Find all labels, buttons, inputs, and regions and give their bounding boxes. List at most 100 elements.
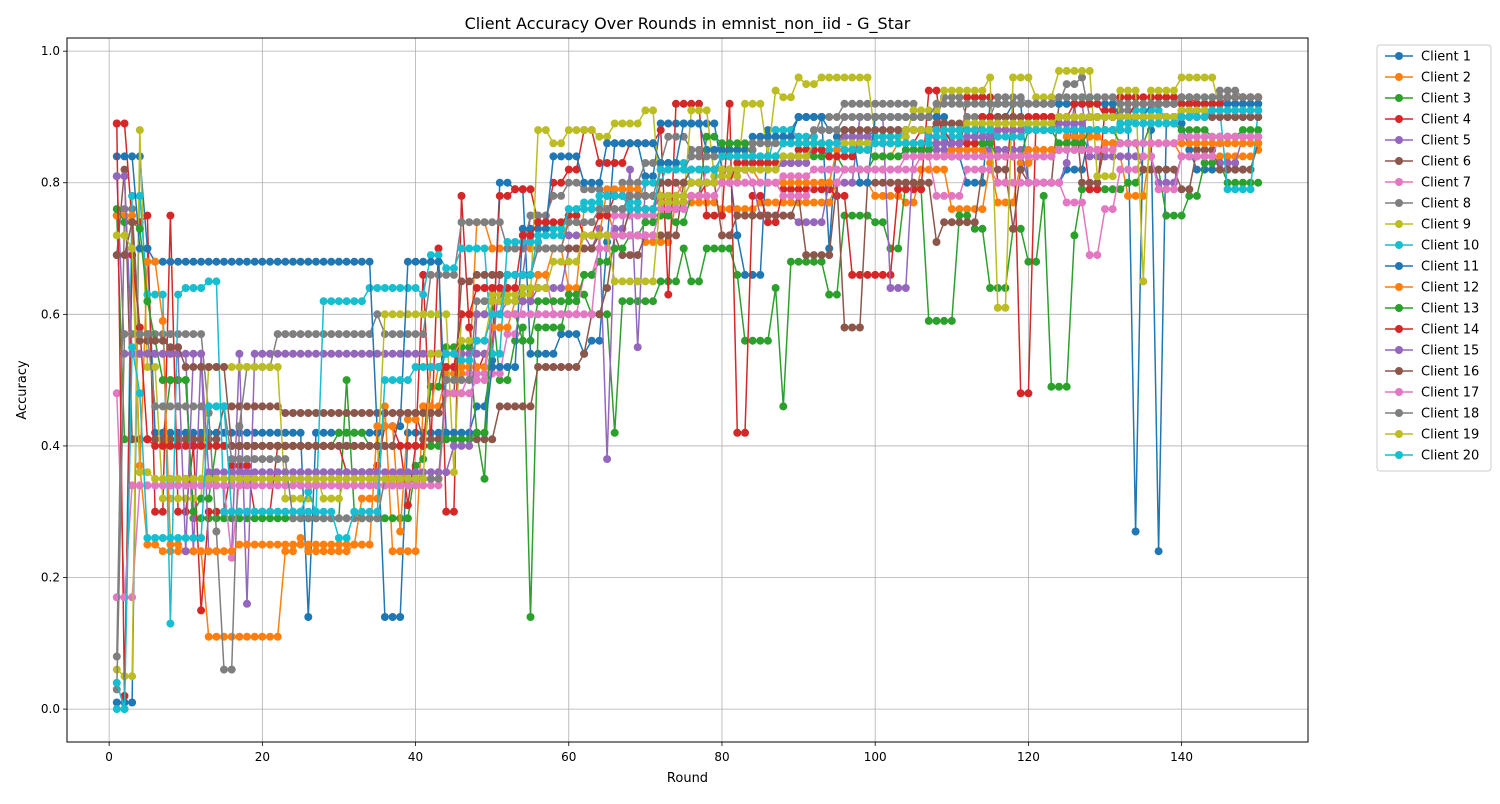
- data-point: [894, 126, 903, 135]
- data-point: [1192, 145, 1201, 154]
- data-point: [204, 468, 213, 477]
- data-point: [633, 205, 642, 214]
- data-point: [1162, 178, 1171, 187]
- data-point: [526, 310, 535, 319]
- data-point: [557, 323, 566, 332]
- data-point: [580, 205, 589, 214]
- data-point: [687, 277, 696, 286]
- data-point: [1162, 119, 1171, 128]
- data-point: [373, 284, 382, 292]
- data-point: [840, 323, 849, 332]
- data-point: [786, 93, 795, 102]
- data-point: [541, 126, 550, 135]
- data-point: [197, 514, 206, 523]
- legend-item: Client 11: [1385, 260, 1479, 275]
- data-point: [396, 409, 405, 417]
- data-point: [281, 441, 290, 450]
- data-point: [1085, 113, 1094, 121]
- data-point: [848, 270, 857, 279]
- data-point: [250, 514, 259, 523]
- data-point: [189, 441, 198, 450]
- data-point: [695, 191, 703, 200]
- data-point: [702, 165, 711, 174]
- data-point: [518, 270, 527, 279]
- data-point: [878, 191, 887, 200]
- data-point: [840, 99, 849, 108]
- data-point: [334, 349, 343, 358]
- data-point: [495, 376, 504, 385]
- data-point: [549, 218, 558, 227]
- data-point: [993, 165, 1002, 174]
- data-point: [1055, 99, 1063, 108]
- data-point: [357, 468, 366, 477]
- data-point: [426, 257, 435, 266]
- data-point: [1208, 99, 1217, 108]
- data-point: [986, 126, 995, 135]
- data-point: [970, 132, 979, 141]
- data-point: [227, 547, 236, 556]
- data-point: [396, 468, 405, 477]
- data-point: [1162, 211, 1171, 220]
- data-point: [342, 330, 351, 339]
- data-point: [917, 106, 926, 115]
- data-point: [419, 349, 428, 358]
- data-point: [1139, 99, 1148, 108]
- data-point: [802, 191, 811, 200]
- data-point: [718, 244, 726, 253]
- data-point: [832, 139, 841, 148]
- data-point: [963, 218, 972, 227]
- data-point: [1200, 73, 1209, 82]
- data-point: [250, 402, 259, 411]
- data-point: [587, 336, 596, 345]
- data-point: [388, 474, 397, 483]
- data-point: [266, 632, 274, 641]
- data-point: [718, 139, 726, 148]
- data-point: [1131, 165, 1140, 174]
- data-point: [771, 198, 780, 207]
- data-point: [449, 441, 458, 450]
- data-point: [511, 363, 520, 371]
- data-point: [1231, 93, 1240, 102]
- data-point: [534, 310, 543, 319]
- data-point: [1085, 185, 1094, 194]
- data-point: [610, 159, 619, 167]
- data-point: [1116, 152, 1125, 161]
- data-point: [457, 376, 466, 385]
- legend-item: Client 3: [1385, 92, 1471, 107]
- data-point: [442, 270, 451, 279]
- data-point: [526, 238, 535, 246]
- legend-label: Client 16: [1421, 365, 1479, 380]
- data-point: [411, 547, 420, 556]
- data-point: [909, 145, 918, 154]
- data-point: [166, 211, 175, 220]
- data-point: [695, 277, 703, 286]
- data-point: [917, 165, 926, 174]
- data-point: [243, 599, 251, 608]
- data-point: [1177, 211, 1186, 220]
- data-point: [403, 376, 412, 385]
- data-point: [1055, 113, 1063, 121]
- data-point: [480, 244, 489, 253]
- data-point: [940, 119, 949, 128]
- data-point: [503, 402, 512, 411]
- data-point: [909, 99, 918, 108]
- data-point: [128, 191, 137, 200]
- data-point: [419, 402, 428, 411]
- data-point: [426, 441, 435, 450]
- data-point: [243, 441, 251, 450]
- data-point: [664, 159, 673, 167]
- data-point: [480, 284, 489, 292]
- data-point: [802, 178, 811, 187]
- data-point: [426, 251, 435, 260]
- chart-title: Client Accuracy Over Rounds in emnist_no…: [465, 14, 911, 34]
- data-point: [825, 290, 834, 299]
- data-point: [855, 165, 864, 174]
- data-point: [1024, 178, 1033, 187]
- data-point: [1200, 152, 1209, 161]
- data-point: [970, 119, 979, 128]
- data-point: [266, 363, 274, 371]
- data-point: [626, 231, 634, 240]
- data-point: [426, 468, 435, 477]
- data-point: [357, 514, 366, 523]
- data-point: [189, 363, 198, 371]
